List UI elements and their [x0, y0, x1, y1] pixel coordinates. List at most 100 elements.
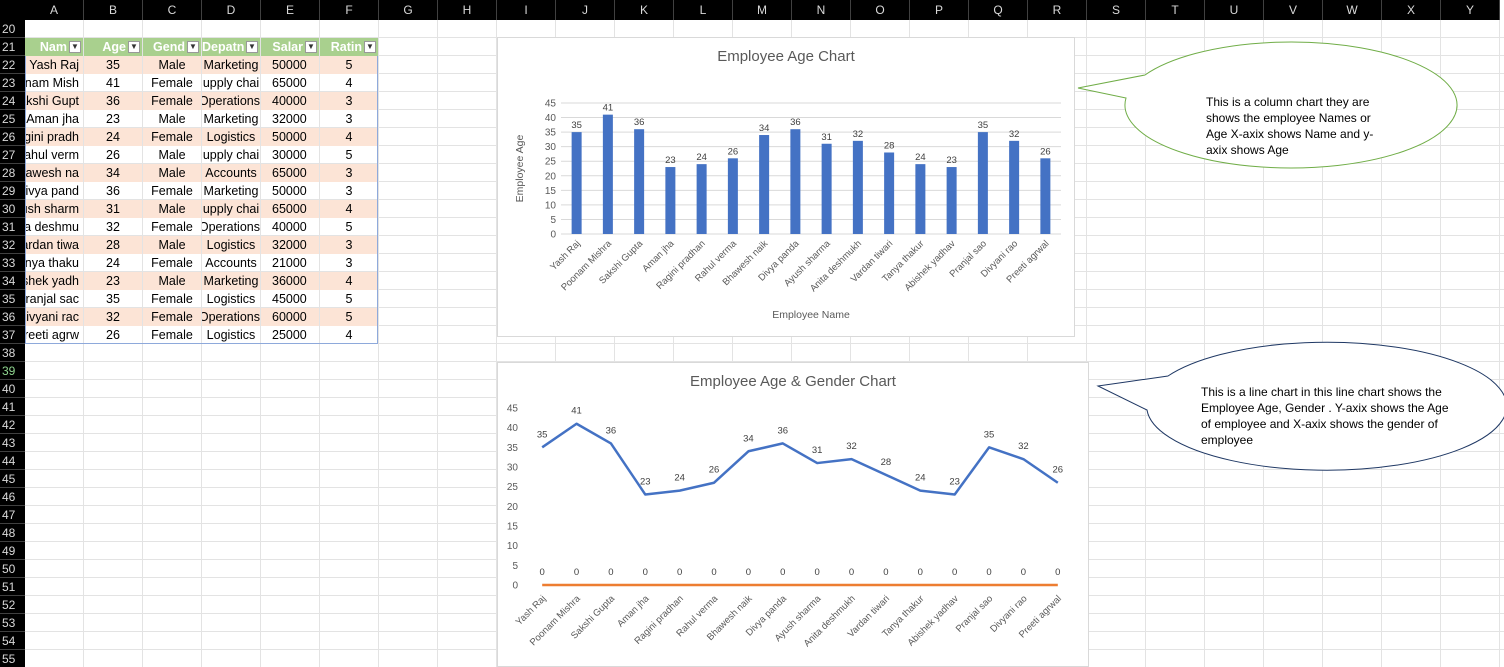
column-header[interactable]: Q [969, 0, 1028, 20]
row-header[interactable]: 44 [0, 452, 25, 470]
table-cell[interactable]: 65000 [272, 76, 307, 90]
row-header[interactable]: 35 [0, 290, 25, 308]
table-cell[interactable]: 4 [320, 200, 378, 218]
row-header[interactable]: 25 [0, 110, 25, 128]
column-header[interactable]: P [910, 0, 969, 20]
table-cell[interactable]: Pranjal sac [25, 292, 79, 306]
table-cell[interactable]: upply chai [202, 148, 260, 162]
row-header[interactable]: 36 [0, 308, 25, 326]
row-header[interactable]: 27 [0, 146, 25, 164]
column-header[interactable]: N [792, 0, 851, 20]
table-cell[interactable]: Operations [202, 220, 260, 234]
table-cell[interactable]: 3 [345, 256, 353, 270]
table-cell[interactable]: onam Mish [25, 76, 79, 90]
table-cell[interactable]: 40000 [272, 220, 307, 234]
table-cell[interactable]: Male [143, 164, 201, 182]
table-cell[interactable]: 3 [320, 236, 378, 254]
table-cell[interactable]: Yash Raj [25, 56, 83, 74]
table-cell[interactable]: ardan tiwa [25, 236, 83, 254]
table-cell[interactable]: Female [151, 184, 193, 198]
table-cell[interactable]: Marketing [203, 112, 259, 126]
table-cell[interactable]: Aman jha [26, 112, 79, 126]
table-cell[interactable]: 30000 [272, 148, 307, 162]
column-header[interactable]: M [733, 0, 792, 20]
table-cell[interactable]: Accounts [205, 256, 257, 270]
column-header[interactable]: F [320, 0, 379, 20]
row-header[interactable]: 20 [0, 20, 25, 38]
column-header[interactable]: O [851, 0, 910, 20]
select-all-corner[interactable] [0, 0, 25, 20]
filter-dropdown-icon[interactable]: ▼ [69, 41, 81, 53]
table-cell[interactable]: Female [151, 292, 193, 306]
table-cell[interactable]: 60000 [261, 308, 319, 326]
row-header[interactable]: 38 [0, 344, 25, 362]
row-header[interactable]: 54 [0, 632, 25, 650]
column-header[interactable]: L [674, 0, 733, 20]
table-cell[interactable]: Marketing [203, 184, 259, 198]
table-cell[interactable]: yush sharm [25, 200, 83, 218]
table-cell[interactable]: Accounts [202, 164, 260, 182]
table-cell[interactable]: 3 [345, 184, 353, 198]
table-cell[interactable]: 5 [345, 148, 353, 162]
table-cell[interactable]: 45000 [272, 292, 307, 306]
table-cell[interactable]: Male [143, 200, 201, 218]
column-header[interactable]: C [143, 0, 202, 20]
column-header[interactable]: X [1382, 0, 1441, 20]
callout-text-2[interactable]: This is a line chart in this line chart … [1201, 385, 1449, 447]
row-header[interactable]: 50 [0, 560, 25, 578]
column-header[interactable]: I [497, 0, 556, 20]
table-cell[interactable]: 5 [345, 292, 353, 306]
row-header[interactable]: 26 [0, 128, 25, 146]
column-header[interactable]: H [438, 0, 497, 20]
table-cell[interactable]: 25000 [272, 328, 307, 342]
table-cell[interactable]: 23 [106, 112, 120, 126]
age-column-chart[interactable]: Employee Age Chart 0 5 10 15 20 25 30 35 40 45 35 Y… [497, 37, 1075, 337]
table-cell[interactable]: Male [158, 112, 186, 126]
table-cell[interactable]: Female [151, 76, 193, 90]
row-header[interactable]: 34 [0, 272, 25, 290]
filter-dropdown-icon[interactable]: ▼ [305, 41, 317, 53]
column-header[interactable]: V [1264, 0, 1323, 20]
table-cell[interactable]: gini pradh [25, 128, 83, 146]
table-cell[interactable]: 32 [106, 220, 120, 234]
table-cell[interactable]: 3 [320, 92, 378, 110]
row-header[interactable]: 51 [0, 578, 25, 596]
table-cell[interactable]: Divya pand [25, 184, 79, 198]
filter-dropdown-icon[interactable]: ▼ [187, 41, 199, 53]
table-cell[interactable]: reeti agrw [25, 328, 79, 342]
table-cell[interactable]: 35 [106, 292, 120, 306]
row-header[interactable]: 39 [0, 362, 25, 380]
column-header[interactable]: K [615, 0, 674, 20]
table-cell[interactable]: 50000 [272, 184, 307, 198]
table-cell[interactable]: 5 [345, 220, 353, 234]
table-cell[interactable]: 41 [106, 76, 120, 90]
table-cell[interactable]: Logistics [202, 236, 260, 254]
table-cell[interactable]: 34 [84, 164, 142, 182]
table-cell[interactable]: Female [143, 92, 201, 110]
row-header[interactable]: 28 [0, 164, 25, 182]
row-header[interactable]: 21 [0, 38, 25, 56]
table-cell[interactable]: 50000 [261, 56, 319, 74]
column-header[interactable]: A [25, 0, 84, 20]
table-cell[interactable]: Operations [202, 92, 260, 110]
column-header[interactable]: G [379, 0, 438, 20]
row-header[interactable]: 22 [0, 56, 25, 74]
table-cell[interactable]: Female [143, 128, 201, 146]
table-cell[interactable]: upply chai [202, 200, 260, 218]
table-cell[interactable]: ita deshmu [25, 220, 79, 234]
table-cell[interactable]: 36 [84, 92, 142, 110]
table-cell[interactable]: akshi Gupt [25, 92, 83, 110]
column-header[interactable]: R [1028, 0, 1087, 20]
table-cell[interactable]: 32 [84, 308, 142, 326]
table-cell[interactable]: 24 [84, 128, 142, 146]
row-header[interactable]: 42 [0, 416, 25, 434]
table-cell[interactable]: 36000 [261, 272, 319, 290]
row-header[interactable]: 46 [0, 488, 25, 506]
table-cell[interactable]: upply chai [202, 76, 260, 90]
table-cell[interactable]: Logistics [206, 292, 256, 306]
table-cell[interactable]: 65000 [261, 200, 319, 218]
table-cell[interactable]: ishek yadh [25, 272, 83, 290]
table-cell[interactable]: 50000 [261, 128, 319, 146]
row-header[interactable]: 31 [0, 218, 25, 236]
table-cell[interactable]: Male [143, 272, 201, 290]
